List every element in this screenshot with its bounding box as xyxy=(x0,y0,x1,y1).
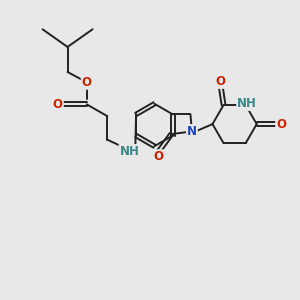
Text: O: O xyxy=(53,98,63,111)
Text: NH: NH xyxy=(119,145,139,158)
Text: N: N xyxy=(187,125,197,138)
Text: O: O xyxy=(82,76,92,89)
Text: O: O xyxy=(153,150,163,163)
Text: NH: NH xyxy=(237,97,257,110)
Text: O: O xyxy=(216,75,226,88)
Text: O: O xyxy=(276,118,286,130)
